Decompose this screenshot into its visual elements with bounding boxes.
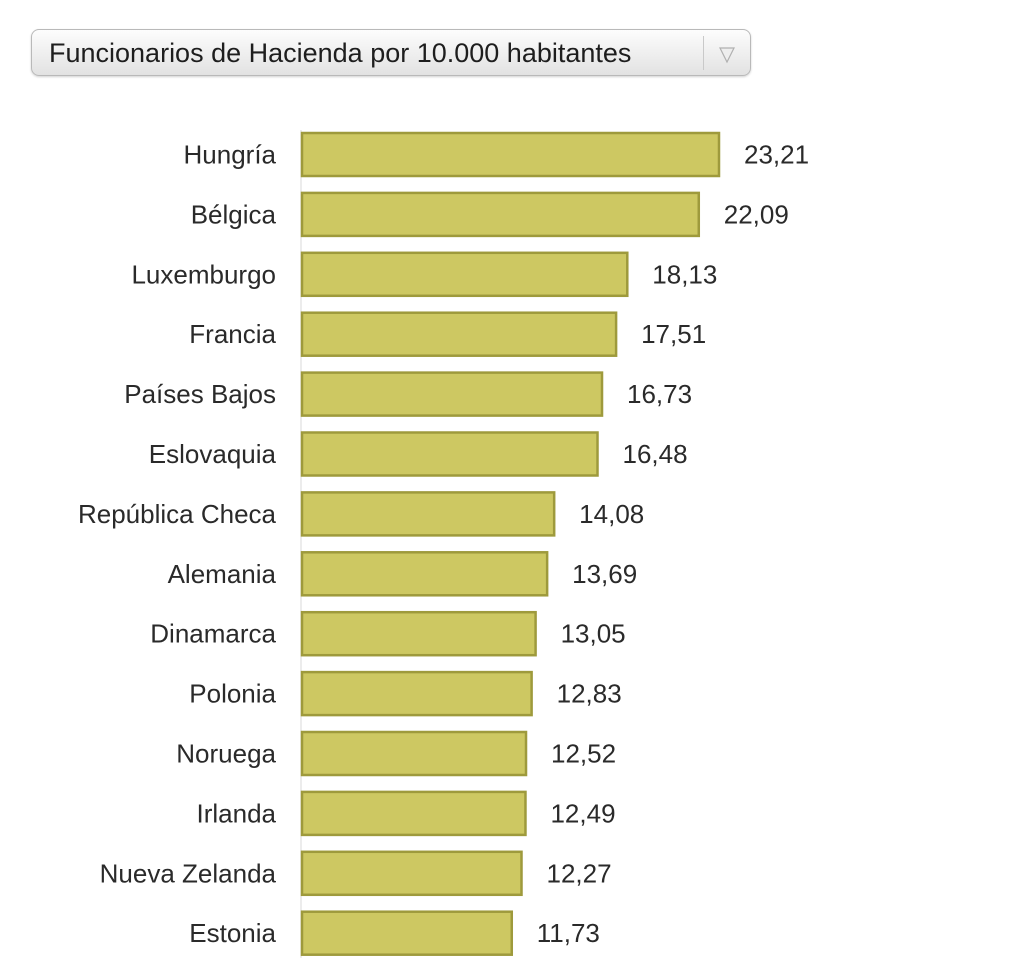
bar[interactable] xyxy=(300,371,604,417)
bar-row: Estonia 11,73 xyxy=(189,910,600,956)
bar[interactable] xyxy=(300,491,556,537)
value-label: 12,49 xyxy=(550,798,615,828)
category-label: Dinamarca xyxy=(150,619,276,649)
value-label: 12,27 xyxy=(547,858,612,888)
bar-row: Polonia 12,83 xyxy=(189,670,622,717)
value-label: 11,73 xyxy=(537,918,600,948)
bar-row: Bélgica 22,09 xyxy=(191,191,789,238)
category-label: Francia xyxy=(189,319,276,349)
value-label: 12,52 xyxy=(551,739,616,769)
bar[interactable] xyxy=(300,251,629,298)
value-label: 12,83 xyxy=(557,679,622,709)
category-label: Alemania xyxy=(168,559,277,589)
category-label: Polonia xyxy=(189,679,276,709)
category-label: Eslovaquia xyxy=(149,439,277,469)
bar[interactable] xyxy=(300,790,527,837)
value-label: 13,69 xyxy=(572,559,637,589)
value-label: 17,51 xyxy=(641,319,706,349)
bar[interactable] xyxy=(300,311,618,357)
bar[interactable] xyxy=(300,910,514,956)
category-label: República Checa xyxy=(78,499,277,529)
select-divider xyxy=(703,36,704,70)
bar-row: Noruega 12,52 xyxy=(176,730,616,777)
bar-row: Luxemburgo 18,13 xyxy=(131,251,717,298)
bar[interactable] xyxy=(300,551,549,597)
bar[interactable] xyxy=(300,670,533,717)
value-label: 22,09 xyxy=(724,199,789,229)
category-label: Luxemburgo xyxy=(131,259,276,289)
bar-row: Eslovaquia 16,48 xyxy=(149,431,688,477)
indicator-select-value: Funcionarios de Hacienda por 10.000 habi… xyxy=(49,38,632,68)
bar[interactable] xyxy=(300,610,537,657)
bar-row: Irlanda 12,49 xyxy=(197,790,616,837)
chevron-down-icon[interactable] xyxy=(704,30,750,77)
category-label: Noruega xyxy=(176,739,276,769)
value-label: 16,48 xyxy=(623,439,688,469)
bar[interactable] xyxy=(300,730,528,777)
bar-row: Países Bajos 16,73 xyxy=(124,371,692,417)
bar-row: Dinamarca 13,05 xyxy=(150,610,626,657)
category-label: Países Bajos xyxy=(124,379,276,409)
bar[interactable] xyxy=(300,431,599,477)
bar-row: Hungría 23,21 xyxy=(184,131,809,178)
category-label: Bélgica xyxy=(191,199,277,229)
category-label: Hungría xyxy=(184,140,277,170)
value-label: 23,21 xyxy=(744,140,809,170)
category-label: Estonia xyxy=(189,918,276,948)
value-label: 13,05 xyxy=(561,619,626,649)
value-label: 18,13 xyxy=(652,259,717,289)
bar-row: Nueva Zelanda 12,27 xyxy=(100,850,612,897)
category-label: Nueva Zelanda xyxy=(100,858,277,888)
indicator-select[interactable]: Funcionarios de Hacienda por 10.000 habi… xyxy=(31,29,751,76)
category-label: Irlanda xyxy=(197,798,277,828)
bar[interactable] xyxy=(300,191,701,238)
bar-row: República Checa 14,08 xyxy=(78,491,644,537)
value-label: 16,73 xyxy=(627,379,692,409)
bar[interactable] xyxy=(300,131,721,178)
bar-row: Alemania 13,69 xyxy=(168,551,637,597)
bar[interactable] xyxy=(300,850,523,897)
bar-row: Francia 17,51 xyxy=(189,311,706,357)
value-label: 14,08 xyxy=(579,499,644,529)
